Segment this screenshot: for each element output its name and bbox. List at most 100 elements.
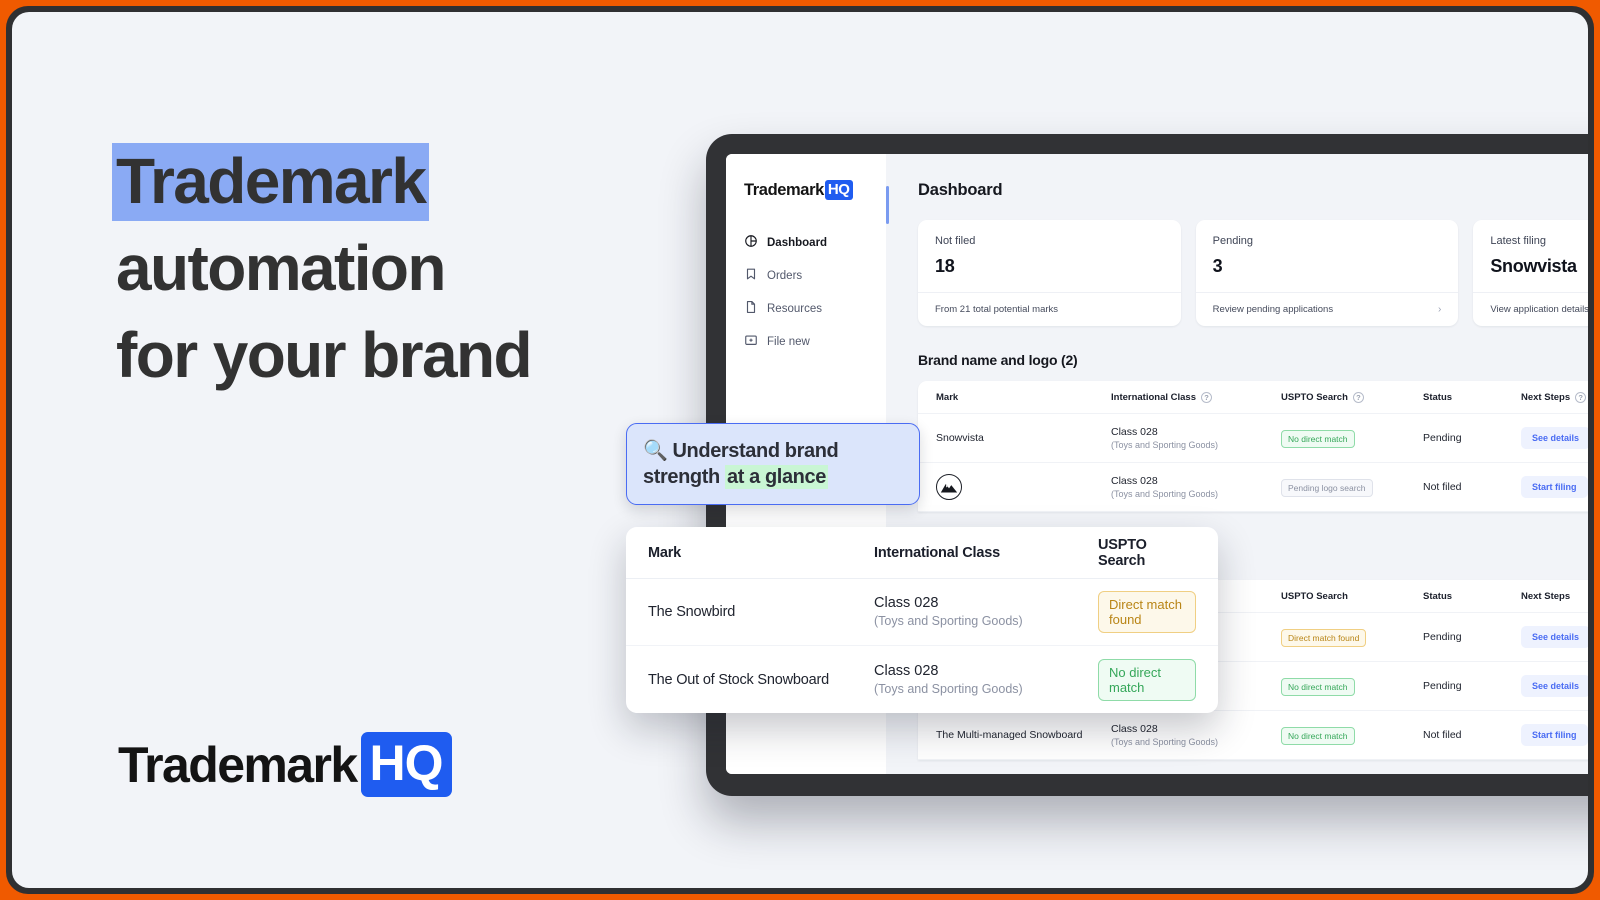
cell-international-class: Class 028 (Toys and Sporting Goods) [874, 595, 1023, 629]
sidebar-item-label: Resources [767, 302, 822, 315]
status-badge: No direct match [1281, 726, 1355, 745]
column-header-next-steps: Next Steps ? [1521, 391, 1588, 403]
status-badge: No direct match [1281, 677, 1355, 696]
cell-mark: The Multi-managed Snowboard [936, 729, 1083, 741]
help-icon[interactable]: ? [1352, 391, 1364, 403]
help-icon[interactable]: ? [1575, 391, 1587, 403]
cell-next-steps: See details [1521, 626, 1588, 648]
headline-line-3: for your brand [116, 319, 533, 392]
brand-logo-badge: HQ [360, 732, 452, 797]
cell-mark [936, 474, 1111, 500]
cell-status: Pending [1423, 631, 1462, 643]
cell-next-steps: See details [1521, 427, 1588, 449]
stat-label: Pending [1212, 235, 1254, 247]
table-row[interactable]: Class 028 (Toys and Sporting Goods) Pend… [918, 463, 1588, 512]
table-row[interactable]: Direct match found Pending See details [918, 613, 1588, 662]
stat-value: 3 [1212, 256, 1223, 276]
callout-text-plain: Understand brand strength [643, 440, 839, 488]
see-details-button[interactable]: See details [1521, 427, 1588, 449]
sidebar-item-label: Orders [767, 269, 803, 282]
zoom-panel-row[interactable]: The Snowbird Class 028 (Toys and Sportin… [626, 579, 1218, 646]
start-filing-button[interactable]: Start filing [1521, 476, 1588, 498]
stat-card-pending[interactable]: Pending 3 Review pending applications › [1195, 220, 1459, 326]
see-details-button[interactable]: See details [1521, 675, 1588, 697]
status-badge: Pending logo search [1281, 478, 1373, 497]
cell-international-class: Class 028 (Toys and Sporting Goods) [1111, 474, 1219, 500]
zoom-detail-panel: Mark International Class USPTO Search Th… [626, 527, 1218, 713]
sidebar-item-file-new[interactable]: File new [726, 325, 886, 358]
marks-table: Mark International Class ? USPTO Search … [918, 381, 1588, 512]
section-title: Brand name and logo (2) [918, 352, 1078, 368]
status-badge: Direct match found [1098, 591, 1196, 633]
cell-status: Pending [1423, 432, 1462, 444]
accent-bar [886, 186, 889, 224]
stat-card-latest-filing[interactable]: Latest filing Snowvista View application… [1473, 220, 1588, 326]
column-header-uspto-search: USPTO Search [1098, 536, 1147, 569]
table-header-row: Mark International Class ? USPTO Search … [918, 381, 1588, 414]
cell-next-steps: See details [1521, 675, 1588, 697]
file-icon [744, 300, 758, 317]
stat-card-not-filed[interactable]: Not filed 18 From 21 total potential mar… [918, 220, 1181, 326]
sidebar-item-orders[interactable]: Orders [726, 259, 886, 292]
column-header-next-steps: Next Steps [1521, 590, 1571, 602]
help-icon[interactable]: ? [1201, 391, 1212, 403]
sidebar-item-label: Dashboard [767, 236, 828, 249]
bookmark-icon [744, 267, 758, 284]
tablet-device: Trademark HQ Dashboard [706, 134, 1588, 796]
cell-uspto-search: Direct match found [1281, 628, 1423, 647]
cell-uspto-search: No direct match [1281, 429, 1423, 448]
column-header-uspto-search: USPTO Search [1281, 590, 1348, 602]
brand-logo-name: Trademark [118, 736, 358, 793]
page-title: Dashboard [918, 180, 1003, 199]
see-details-button[interactable]: See details [1521, 626, 1588, 648]
cell-uspto-search: No direct match [1281, 677, 1423, 696]
hero-headline: Trademark automation for your brand [112, 138, 676, 399]
table-header-row: USPTO Search Status Next Steps [918, 580, 1588, 613]
headline-line-2: automation [116, 232, 446, 305]
stat-foot-text: From 21 total potential marks [935, 304, 1059, 315]
headline-highlight: Trademark [112, 143, 430, 221]
stat-value: 18 [935, 256, 955, 276]
app-logo-name: Trademark [744, 180, 824, 199]
cell-next-steps: Start filing [1521, 724, 1588, 746]
stat-foot-text: View application details [1490, 304, 1588, 315]
column-header-international-class: International Class ? [1111, 391, 1281, 403]
callout-text-highlight: at a glance [724, 465, 828, 489]
zoom-panel-row[interactable]: The Out of Stock Snowboard Class 028 (To… [626, 646, 1218, 713]
zoom-panel-header-row: Mark International Class USPTO Search [626, 527, 1218, 579]
status-badge: Direct match found [1281, 628, 1367, 647]
sidebar-item-dashboard[interactable]: Dashboard [726, 226, 886, 259]
cell-mark: The Out of Stock Snowboard [648, 671, 829, 688]
table-row[interactable]: The Multi-managed Snowboard Class 028 (T… [918, 711, 1588, 760]
cell-uspto-search: No direct match [1281, 726, 1423, 745]
start-filing-button[interactable]: Start filing [1521, 724, 1588, 746]
pie-chart-icon [744, 234, 758, 251]
cell-uspto-search: No direct match [1098, 658, 1196, 701]
stat-label: Latest filing [1490, 235, 1546, 247]
column-header-status: Status [1423, 590, 1453, 602]
status-badge: No direct match [1098, 658, 1196, 701]
tablet-screen: Trademark HQ Dashboard [726, 154, 1588, 774]
sidebar-item-resources[interactable]: Resources [726, 292, 886, 325]
table-row[interactable]: Snowvista Class 028 (Toys and Sporting G… [918, 414, 1588, 463]
cell-status: Not filed [1423, 729, 1462, 741]
stat-value: Snowvista [1490, 256, 1577, 276]
chevron-right-icon: › [1438, 304, 1442, 315]
cell-status: Pending [1423, 680, 1462, 692]
callout-text: 🔍 Understand brand strength at a glance [643, 438, 903, 490]
cell-mark: Snowvista [936, 432, 984, 444]
status-badge: No direct match [1281, 429, 1355, 448]
dark-frame: Trademark automation for your brand Trad… [6, 6, 1594, 894]
app-main: Dashboard File new Not filed 18 From 21 … [886, 154, 1588, 774]
column-header-uspto-search: USPTO Search ? [1281, 391, 1423, 403]
column-header-international-class: International Class [874, 544, 1000, 561]
main-header: Dashboard File new [918, 176, 1588, 204]
cell-mark: The Snowbird [648, 604, 736, 620]
cell-international-class: Class 028 (Toys and Sporting Goods) [874, 662, 1023, 696]
app-logo-badge: HQ [824, 180, 853, 200]
cell-uspto-search: Pending logo search [1281, 478, 1423, 497]
app-logo[interactable]: Trademark HQ [726, 180, 886, 200]
cell-next-steps: Start filing [1521, 476, 1588, 498]
cell-international-class: Class 028 (Toys and Sporting Goods) [1111, 722, 1219, 748]
